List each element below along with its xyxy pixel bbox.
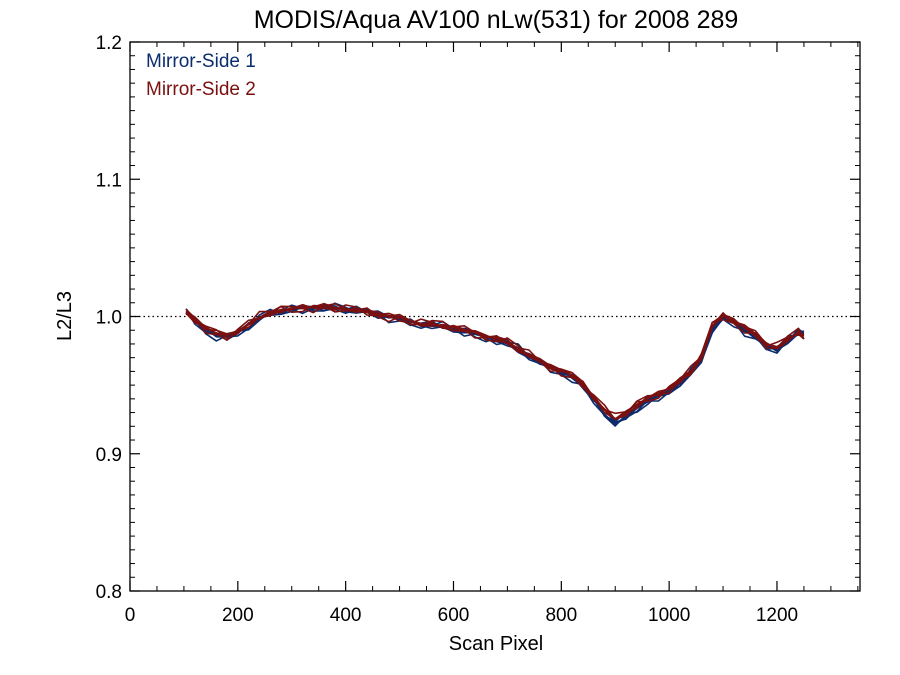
series-line (185, 304, 804, 424)
y-axis: 0.8 0.9 1.0 1.1 1.2 (96, 33, 860, 603)
x-tick-label: 1000 (648, 605, 690, 626)
y-tick-label: 1.0 (96, 308, 122, 329)
y-tick-label: 1.1 (96, 170, 122, 191)
y-tick-label: 0.8 (96, 582, 122, 603)
series-1 (185, 302, 805, 427)
chart-title: MODIS/Aqua AV100 nLw(531) for 2008 289 (254, 6, 739, 34)
y-axis-label: L2/L3 (54, 291, 76, 341)
x-tick-label: 400 (330, 605, 362, 626)
plot-area (130, 302, 860, 427)
legend-entry-1: Mirror-Side 1 (146, 51, 256, 72)
legend-entry-2: Mirror-Side 2 (146, 79, 256, 100)
y-tick-label: 1.2 (96, 33, 122, 54)
x-tick-label: 800 (545, 605, 577, 626)
x-axis: 0 200 400 600 800 1000 1200 (125, 42, 859, 626)
x-tick-label: 1200 (756, 605, 798, 626)
series-line (185, 302, 805, 415)
y-tick-label: 0.9 (96, 445, 122, 466)
series-line (185, 304, 804, 421)
series-line (185, 302, 805, 420)
legend: Mirror-Side 1 Mirror-Side 2 (146, 51, 256, 100)
series-line (185, 304, 805, 424)
series-2 (185, 302, 805, 421)
series-line (185, 303, 805, 420)
x-tick-label: 600 (438, 605, 470, 626)
x-tick-label: 200 (222, 605, 254, 626)
x-tick-label: 0 (125, 605, 136, 626)
x-axis-label: Scan Pixel (449, 633, 544, 655)
series-line (185, 305, 805, 421)
series-line (185, 302, 805, 423)
